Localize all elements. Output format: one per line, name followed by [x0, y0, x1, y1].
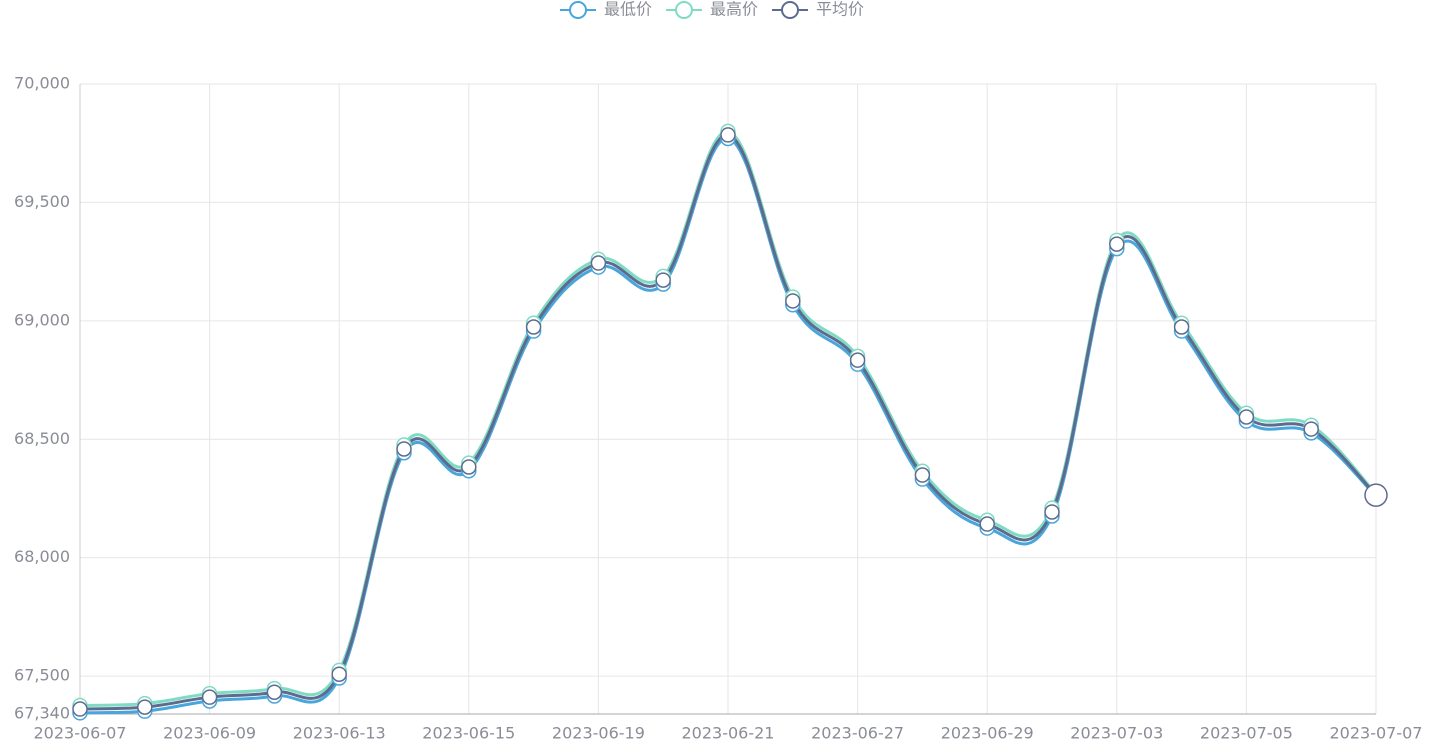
point: [396, 441, 412, 457]
x-tick-label: 2023-06-21: [682, 724, 775, 743]
x-tick-label: 2023-06-09: [163, 724, 256, 743]
point: [72, 701, 88, 717]
y-tick-label: 67,500: [14, 666, 70, 685]
x-tick-label: 2023-06-19: [552, 724, 645, 743]
legend-label: 最高价: [710, 0, 758, 19]
y-tick-label: 69,000: [14, 310, 70, 329]
point: [266, 684, 283, 700]
x-tick-label: 2023-06-29: [941, 724, 1034, 743]
x-tick-label: 2023-06-07: [34, 724, 127, 743]
point: [720, 127, 736, 143]
point: [590, 255, 607, 271]
x-tick-label: 2023-07-05: [1200, 724, 1293, 743]
point: [1109, 236, 1125, 252]
point: [979, 516, 995, 532]
point: [914, 467, 931, 483]
x-tick-label: 2023-07-03: [1070, 724, 1163, 743]
x-tick-label: 2023-06-13: [293, 724, 386, 743]
legend-label: 平均价: [816, 0, 864, 19]
y-tick-label: 69,500: [14, 192, 70, 211]
point: [1364, 483, 1388, 507]
point: [525, 319, 542, 335]
point: [655, 272, 671, 288]
point: [1173, 319, 1190, 335]
legend-label: 最低价: [604, 0, 652, 19]
point: [331, 666, 347, 682]
point: [1303, 421, 1319, 437]
point: [849, 352, 866, 368]
x-tick-label: 2023-07-07: [1330, 724, 1423, 743]
x-tick-label: 2023-06-15: [422, 724, 515, 743]
x-tick-label: 2023-06-27: [811, 724, 904, 743]
legend-icon: [675, 1, 693, 19]
point: [1238, 409, 1255, 425]
legend-icon: [569, 1, 587, 19]
y-tick-label: 70,000: [14, 74, 70, 93]
point: [201, 689, 218, 705]
point: [1044, 504, 1060, 520]
point: [785, 293, 801, 309]
point: [461, 459, 477, 475]
point: [137, 699, 153, 715]
y-tick-label: 68,000: [14, 547, 70, 566]
y-tick-label: 68,500: [14, 429, 70, 448]
y-tick-label: 67,340: [14, 704, 70, 723]
legend-icon: [781, 1, 799, 19]
